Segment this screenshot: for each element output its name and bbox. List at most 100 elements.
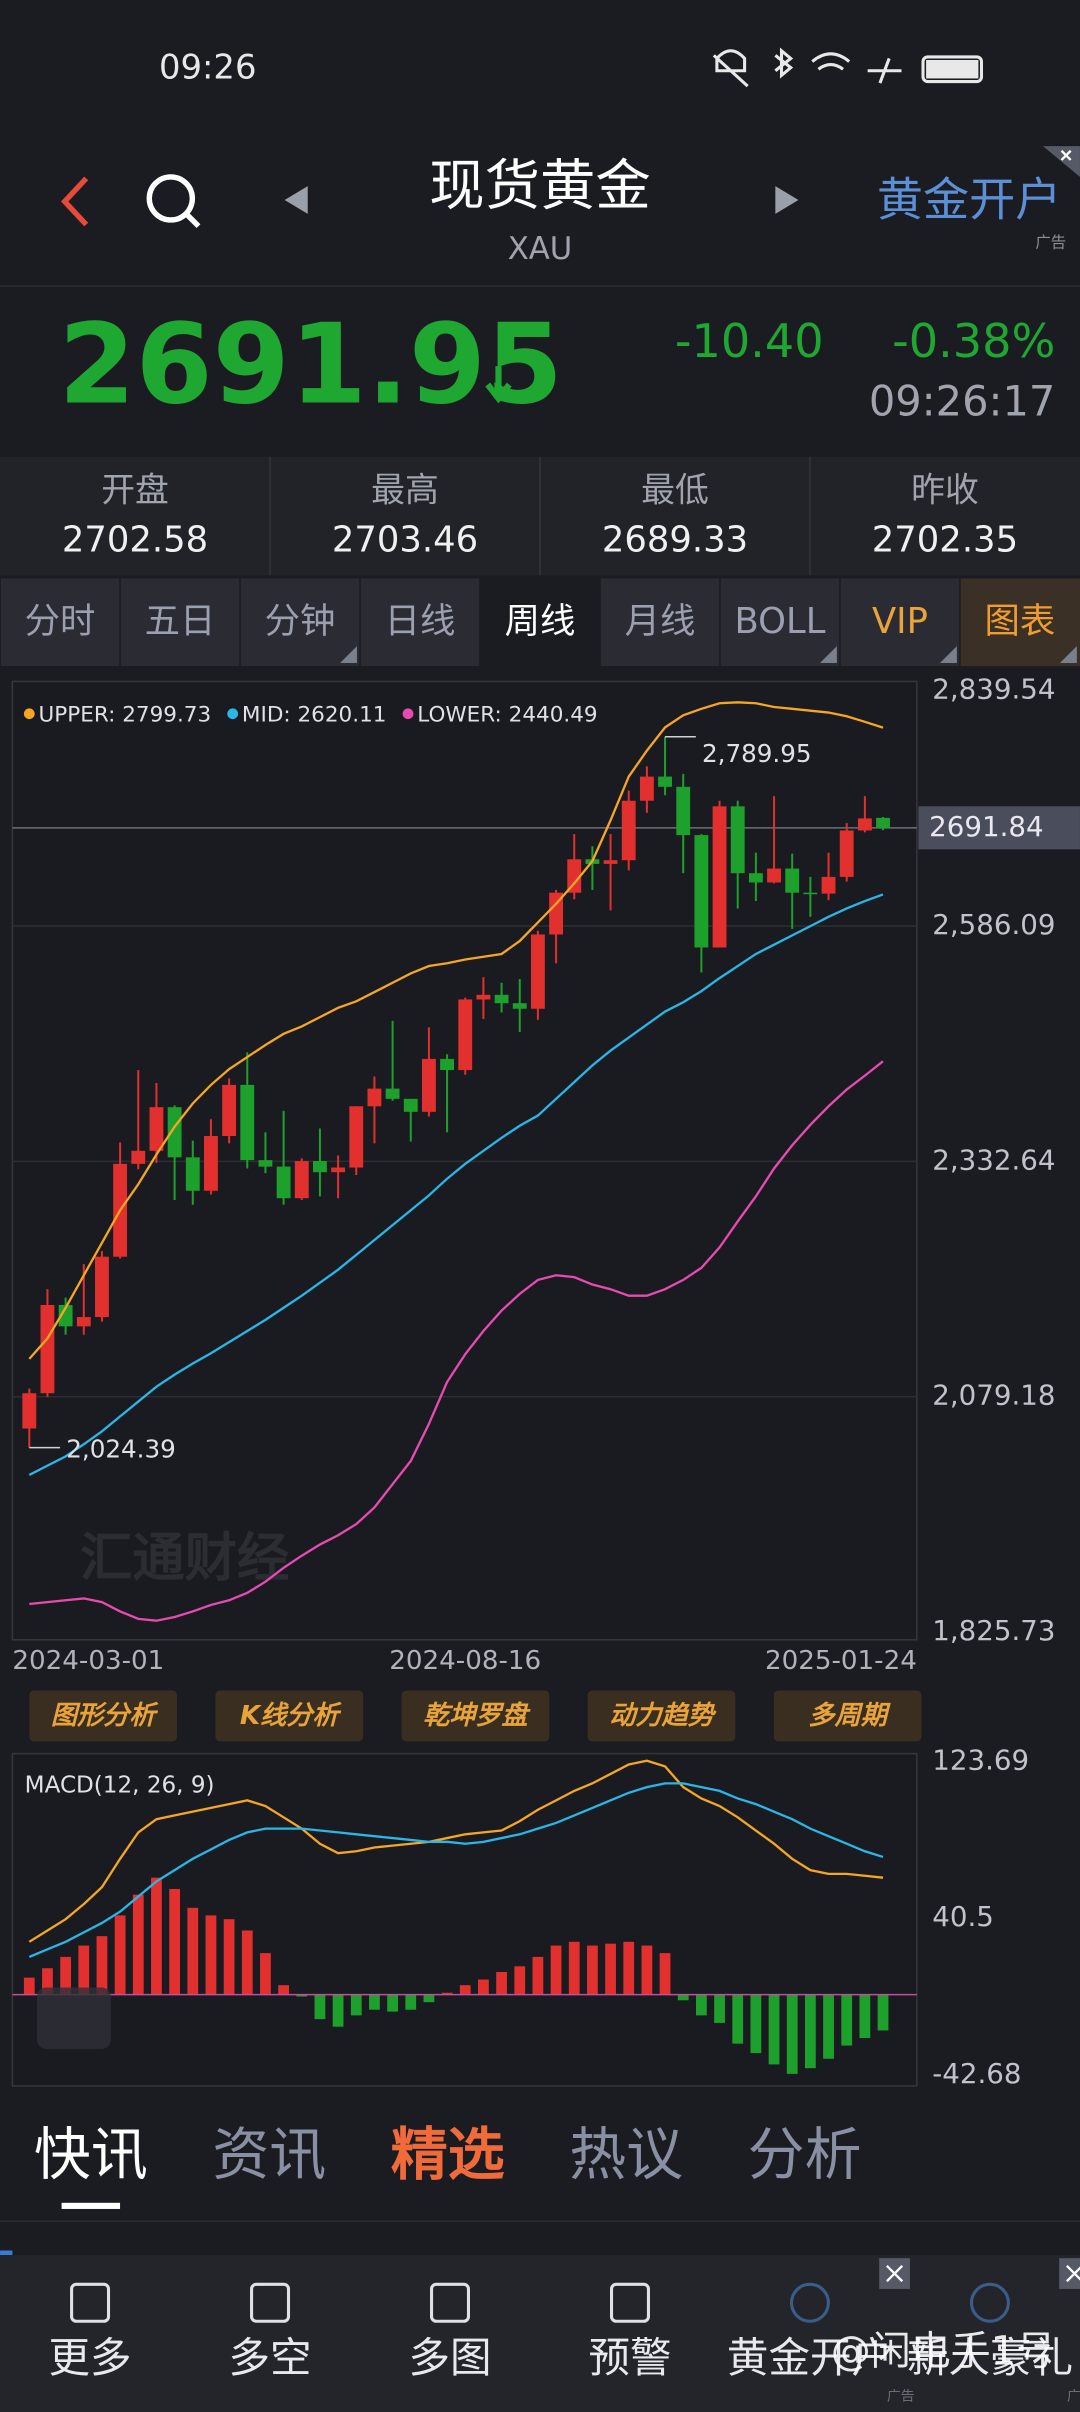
candle-body [621, 800, 636, 861]
down-arrow [485, 366, 512, 404]
tool-button[interactable]: 图形分析 [51, 1701, 159, 1731]
candle-body [549, 892, 563, 935]
stat-label: 昨收 [911, 471, 979, 510]
period-tab[interactable]: 分时 [25, 601, 96, 642]
search-button[interactable] [146, 174, 201, 229]
macd-bar [60, 1956, 72, 1995]
next-button[interactable] [775, 186, 799, 214]
layout-toggle[interactable] [36, 1987, 111, 2049]
tool-button[interactable]: K线分析 [240, 1701, 343, 1731]
nav-label[interactable]: 更多 [49, 2333, 132, 2382]
band-line [28, 893, 884, 1476]
tool-button-bg[interactable] [401, 1690, 550, 1742]
legend-label: UPPER: 2799.73 [39, 702, 212, 727]
back-button[interactable] [60, 176, 89, 227]
candle-body [421, 1058, 436, 1112]
nav-label[interactable]: 多空 [229, 2333, 312, 2382]
period-tab[interactable]: 日线 [385, 601, 456, 642]
macd-bar [42, 1968, 53, 1995]
candle-body [512, 1003, 527, 1009]
stat-value: 2702.35 [872, 519, 1018, 560]
x-tick-label: 2024-08-16 [389, 1646, 541, 1676]
macd-bar [441, 1992, 453, 1995]
period-tabs: 分时 五日 分钟 日线 周线 月线 BOLL VIP 图表 [0, 578, 1080, 667]
legend-label: MID: 2620.11 [242, 702, 387, 727]
candle-body [748, 873, 763, 883]
tool-button-bg[interactable] [215, 1690, 364, 1742]
title: 现货黄金 [429, 154, 650, 218]
candle-body [367, 1088, 382, 1107]
candle-body [476, 994, 491, 1000]
nav-icon [250, 2282, 291, 2323]
prev-button[interactable] [284, 186, 308, 214]
macd-bar [587, 1945, 598, 1995]
quote-time: 09:26:17 [869, 377, 1055, 426]
tool-button-bg[interactable] [773, 1690, 922, 1742]
period-tab[interactable]: 月线 [625, 601, 696, 642]
stat-value: 2703.46 [332, 519, 478, 560]
macd-bar [387, 1994, 398, 2012]
macd-bar [568, 1941, 580, 1995]
stat-value: 2702.58 [62, 519, 208, 560]
nav-label[interactable]: 黄金开户 [727, 2333, 893, 2382]
candle-body [676, 786, 691, 836]
news-tab[interactable]: 资讯 [212, 2122, 326, 2188]
annotation-label: 2,789.95 [702, 739, 812, 768]
candle-body [839, 830, 854, 877]
period-tab[interactable]: 五日 [145, 601, 216, 642]
period-tab[interactable]: BOLL [735, 601, 826, 642]
candle-body [403, 1098, 418, 1112]
ad-close-x [886, 2265, 904, 2283]
tool-button-bg[interactable] [587, 1690, 736, 1742]
nav-icon [609, 2282, 650, 2323]
macd-bar [187, 1907, 199, 1995]
tool-button[interactable]: 动力趋势 [609, 1701, 716, 1731]
stat-label: 最高 [371, 471, 439, 510]
candle-body [204, 1135, 218, 1191]
candle-body [222, 1084, 237, 1136]
macd-bar [205, 1915, 217, 1995]
news-tabs: 快讯 资讯 精选 热议 分析 [0, 2122, 1080, 2256]
macd-bar [514, 1966, 526, 1995]
tool-button-bg[interactable] [29, 1690, 177, 1742]
period-tab[interactable]: VIP [872, 601, 928, 642]
macd-bar [314, 1994, 326, 2020]
news-tab[interactable]: 精选 [391, 2122, 505, 2188]
macd-chart: 123.69 40.5 -42.68 MACD(12, 26, 9) [11, 1743, 1029, 2090]
macd-line [28, 1759, 884, 1943]
nav-label[interactable]: 预警 [588, 2333, 671, 2382]
stats-row: 开盘 2702.58 最高 2703.46 最低 2689.33 昨收 2702.35 [0, 456, 1080, 576]
news-tab[interactable]: 分析 [748, 2122, 862, 2188]
candle-body [567, 859, 582, 893]
tool-button[interactable]: 乾坤罗盘 [423, 1701, 531, 1731]
macd-bar [405, 1994, 417, 2010]
candle-body [313, 1161, 327, 1173]
news-tab[interactable]: 快讯 [34, 2122, 148, 2188]
tab-underline [61, 2202, 121, 2209]
x-tick-label: 2024-03-01 [12, 1646, 164, 1676]
candle-body [331, 1167, 346, 1173]
candle-body [821, 876, 836, 894]
period-tab[interactable]: 分钟 [265, 601, 336, 642]
macd-bar [659, 1953, 671, 1995]
ad-close[interactable] [1059, 2258, 1080, 2289]
macd-bar [732, 1994, 744, 2044]
legend-dot [227, 708, 239, 720]
macd-bar [278, 1985, 289, 1995]
candle-body [767, 868, 781, 883]
period-tab[interactable]: 周线 [505, 601, 576, 642]
macd-bar [223, 1919, 235, 1995]
price: 2691.95 [59, 301, 563, 430]
macd-bar [151, 1877, 162, 1995]
legend-label: LOWER: 2440.49 [417, 702, 597, 727]
period-tab[interactable]: 图表 [985, 601, 1056, 642]
tool-button[interactable]: 多周期 [808, 1701, 890, 1731]
nav-label[interactable]: 新人豪礼 [907, 2333, 1073, 2382]
news-tab[interactable]: 热议 [569, 2122, 683, 2188]
candle-body [95, 1256, 109, 1318]
macd-bar [823, 1994, 834, 2059]
ad-button[interactable]: 黄金开户 [877, 173, 1062, 227]
y-tick-label: 2,839.54 [932, 673, 1055, 706]
nav-label[interactable]: 多图 [408, 2333, 491, 2382]
